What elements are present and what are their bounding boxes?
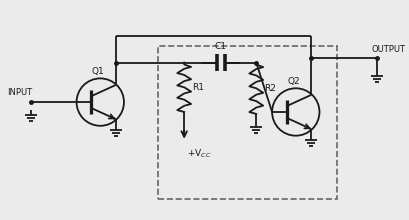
Text: C1: C1 [214, 42, 226, 51]
Text: R1: R1 [191, 83, 204, 92]
Text: Q1: Q1 [92, 67, 104, 76]
Text: R2: R2 [263, 84, 275, 93]
Text: OUTPUT: OUTPUT [371, 45, 405, 54]
Text: Q2: Q2 [287, 77, 299, 86]
Text: +V$_{CC}$: +V$_{CC}$ [187, 147, 211, 160]
Text: INPUT: INPUT [7, 88, 32, 97]
Bar [157, 46, 337, 199]
